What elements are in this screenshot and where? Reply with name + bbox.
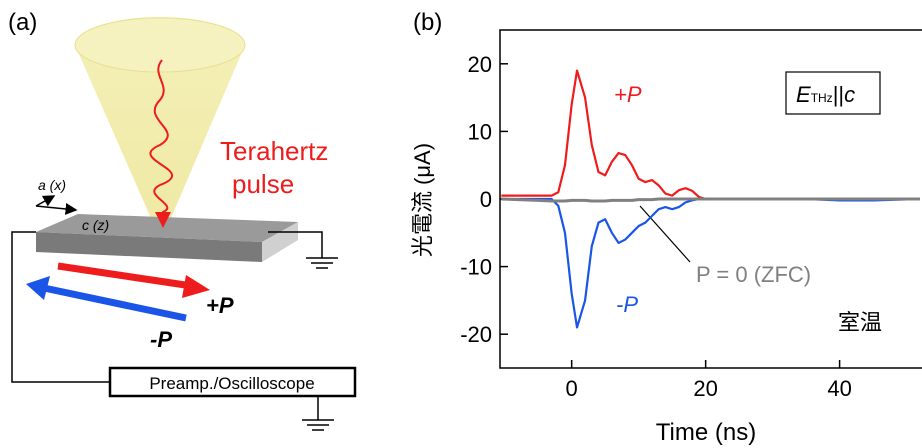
y-tick-label: 10: [468, 119, 492, 144]
axis-arrow: [36, 196, 54, 206]
x-tick-label: 0: [566, 376, 578, 401]
panel-label: (b): [413, 9, 442, 36]
box-label-part: ||: [833, 82, 844, 107]
axis-label: a (x): [38, 177, 66, 193]
y-tick-label: 0: [480, 187, 492, 212]
arrow-plus: [58, 266, 192, 286]
wave-label: pulse: [232, 169, 294, 199]
y-tick-label: -20: [460, 322, 492, 347]
box-label-part: THz: [811, 91, 833, 105]
series-label: +P: [614, 82, 642, 107]
plus-label: +P: [206, 293, 234, 318]
axis-arrow: [36, 206, 76, 210]
y-axis-title: 光電流 (μA): [410, 143, 435, 257]
panel-label: (a): [8, 9, 37, 36]
series-label: P = 0 (ZFC): [696, 262, 811, 287]
x-tick-label: 20: [693, 376, 717, 401]
axis-label: c (z): [82, 217, 109, 233]
y-tick-label: -10: [460, 255, 492, 280]
x-axis-title: Time (ns): [656, 419, 756, 446]
x-tick-label: 40: [827, 376, 851, 401]
series-label: -P: [616, 292, 638, 317]
arrow-minus-head: [26, 276, 50, 300]
box-label-part: c: [844, 82, 855, 107]
box-label-part: E: [796, 82, 811, 107]
ground: [302, 396, 334, 430]
condition-label: 室温: [838, 310, 882, 335]
instrument-label: Preamp./Oscilloscope: [149, 374, 314, 393]
minus-label: -P: [150, 327, 172, 352]
arrow-minus: [44, 288, 186, 318]
figure: (a) Terahertz pulse a (x) c (z) +P -P Pr…: [0, 0, 922, 448]
wave-label: Terahertz: [220, 136, 328, 166]
y-tick-label: 20: [468, 52, 492, 77]
annotation-line: [640, 206, 690, 262]
